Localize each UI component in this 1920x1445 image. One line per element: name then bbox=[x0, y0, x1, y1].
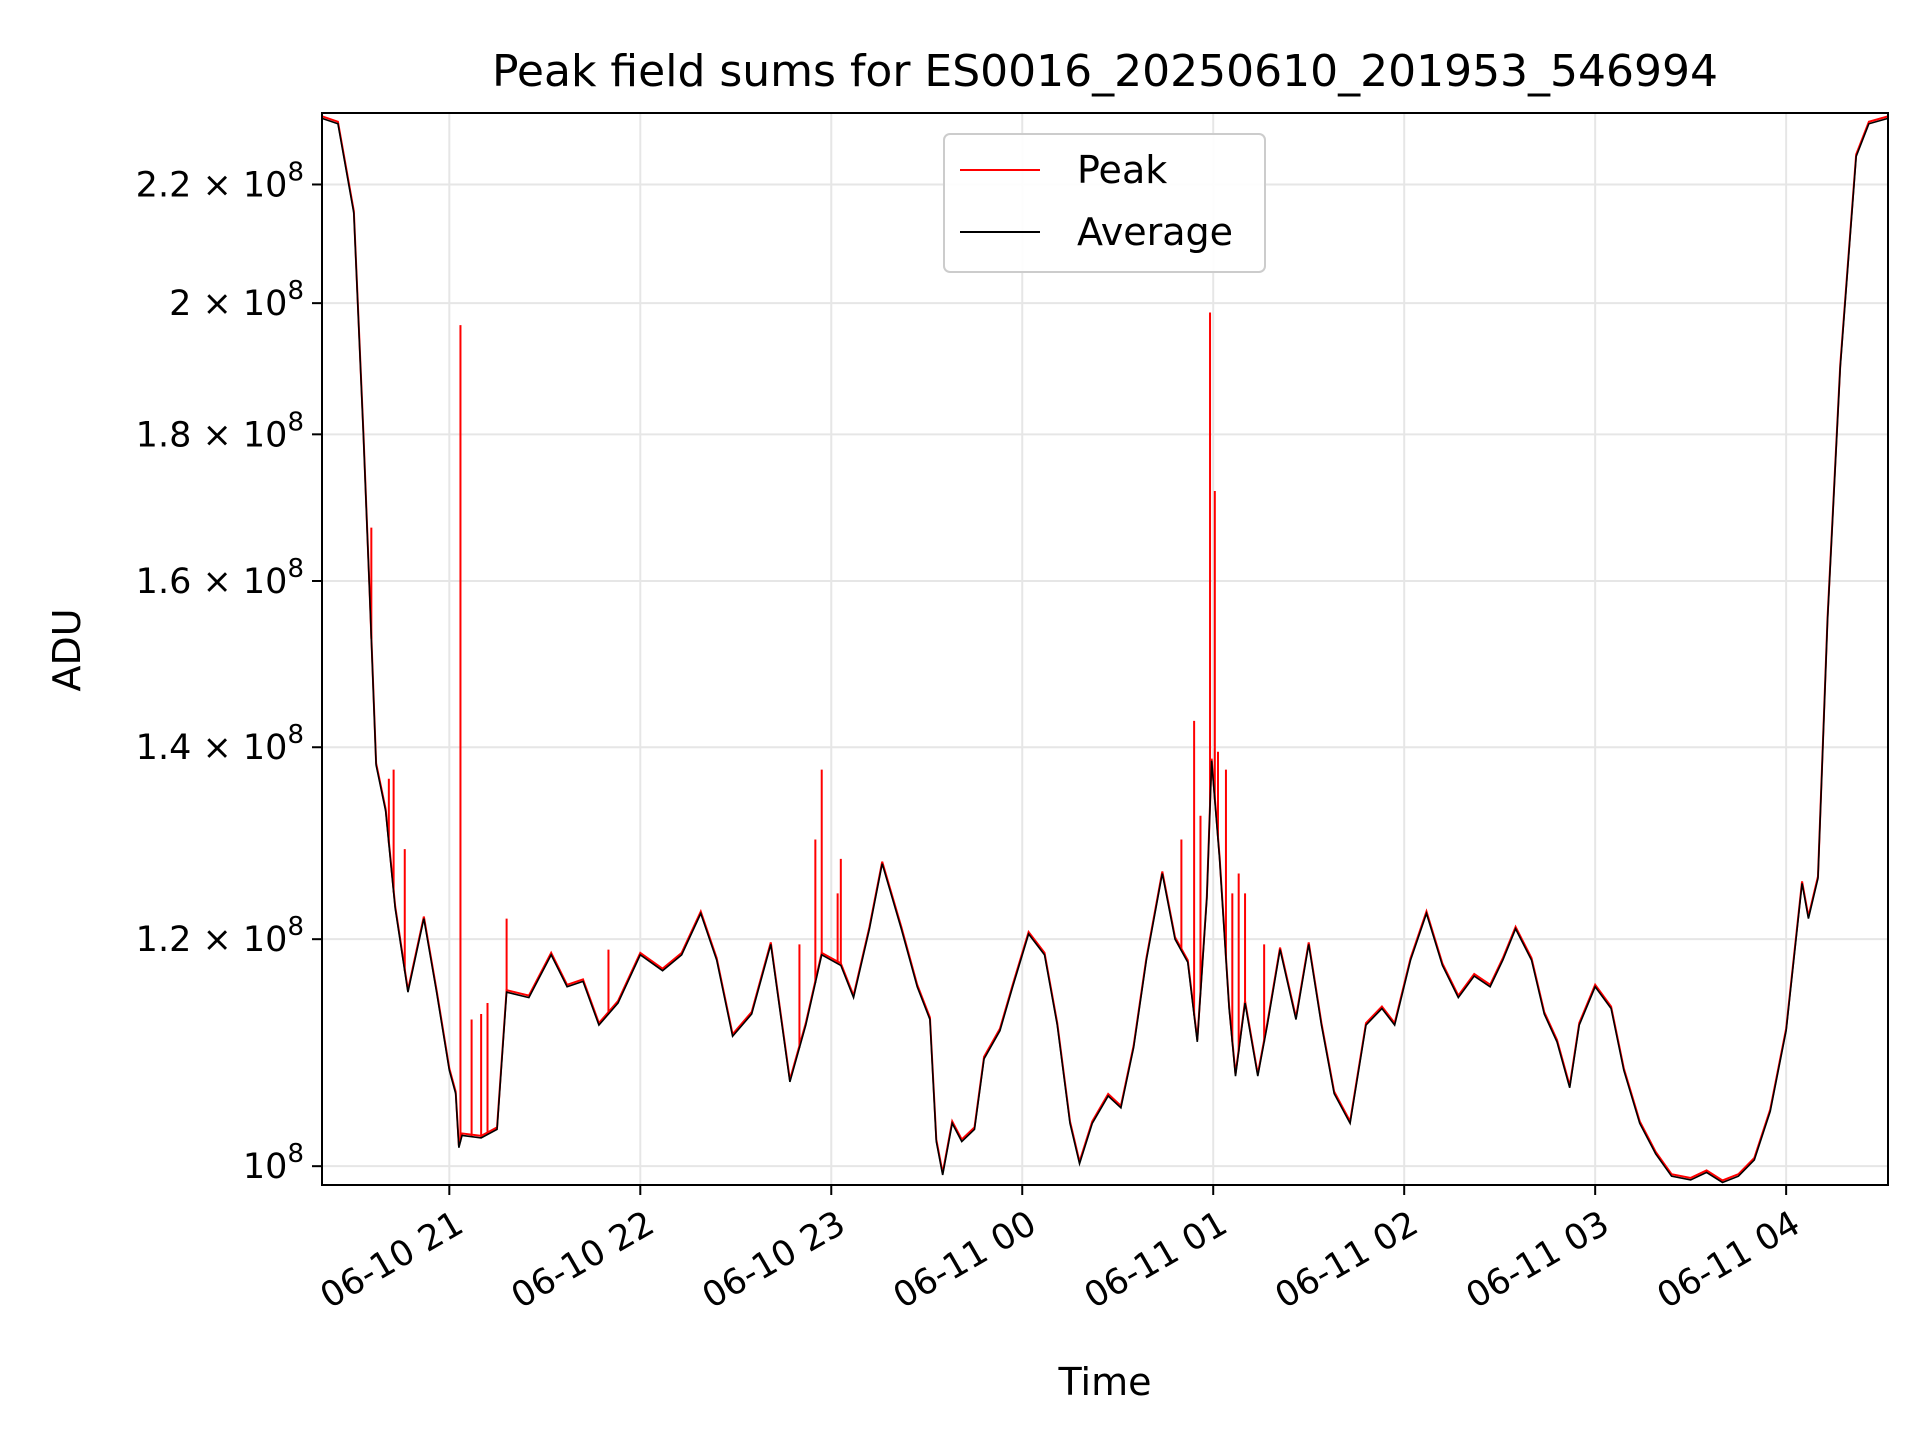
plot-area-frame bbox=[321, 112, 1889, 1186]
y-tick-label: 1.8 × 108 bbox=[136, 407, 304, 455]
series-layer bbox=[321, 115, 1889, 1184]
y-tick-label: 2 × 108 bbox=[169, 276, 304, 324]
y-tick-label: 108 bbox=[243, 1139, 304, 1187]
x-tick-label: 06-10 21 bbox=[314, 1204, 470, 1317]
x-tick-label: 06-11 04 bbox=[1651, 1204, 1807, 1317]
y-tick-label: 2.2 × 108 bbox=[136, 157, 304, 205]
x-tick-label: 06-10 22 bbox=[505, 1204, 661, 1317]
x-axis-ticks: 06-10 21 06-10 22 06-10 23 06-11 00 06-11 01… bbox=[314, 1185, 1807, 1317]
x-tick-label: 06-11 01 bbox=[1078, 1204, 1234, 1317]
x-axis-label: Time bbox=[1058, 1360, 1152, 1404]
x-tick-label: 06-11 00 bbox=[887, 1204, 1043, 1317]
legend-box bbox=[943, 133, 1266, 273]
y-tick-label: 1.6 × 108 bbox=[136, 554, 304, 602]
series-line-peak bbox=[321, 115, 1889, 1182]
y-axis-label: ADU bbox=[45, 608, 89, 691]
legend-label-peak: Peak bbox=[1077, 148, 1167, 192]
y-axis-ticks: 108 1.2 × 108 1.4 × 108 1.6 × 108 1.8 × 108 2… bbox=[136, 157, 322, 1187]
x-tick-label: 06-10 23 bbox=[696, 1204, 852, 1317]
chart-title: Peak field sums for ES0016_20250610_2019… bbox=[492, 46, 1718, 97]
y-tick-label: 1.2 × 108 bbox=[136, 912, 304, 960]
y-tick-label: 1.4 × 108 bbox=[136, 720, 304, 768]
legend-label-average: Average bbox=[1077, 210, 1233, 254]
grid-lines bbox=[322, 113, 1888, 1185]
series-line-average bbox=[321, 117, 1889, 1184]
x-tick-label: 06-11 03 bbox=[1460, 1204, 1616, 1317]
x-tick-label: 06-11 02 bbox=[1269, 1204, 1425, 1317]
legend: Peak Average bbox=[943, 133, 1266, 273]
